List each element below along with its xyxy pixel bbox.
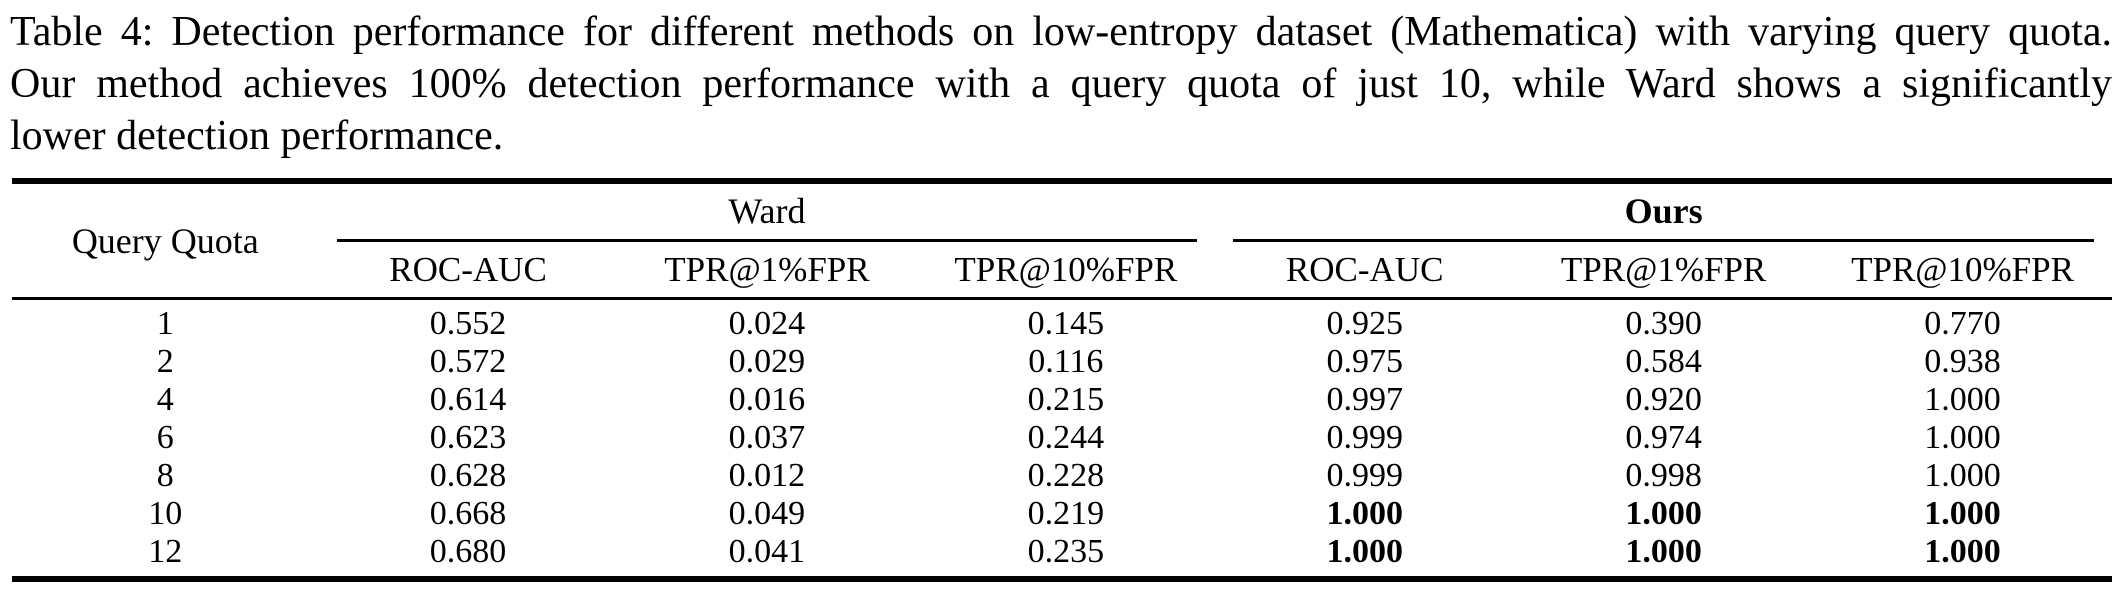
value-cell: 1.000 <box>1625 495 1702 532</box>
value-cell: 0.037 <box>728 419 806 456</box>
ours-group-rule-cell <box>1215 238 2112 242</box>
value-cell: 0.016 <box>728 381 806 418</box>
value-cell: 0.390 <box>1625 305 1702 342</box>
value-cell: 0.012 <box>728 457 806 494</box>
table-row: 4 0.614 0.016 0.215 0.997 0.920 1.000 <box>12 381 2112 419</box>
value-cell: 0.999 <box>1326 457 1403 494</box>
table-row: 12 0.680 0.041 0.235 1.000 1.000 1.000 <box>12 533 2112 579</box>
caption-line: Our method achieves 100% detection perfo… <box>10 61 2112 107</box>
table-row: 1 0.552 0.024 0.145 0.925 0.390 0.770 <box>12 299 2112 344</box>
value-cell: 0.938 <box>1924 343 2001 380</box>
quota-cell: 8 <box>156 457 174 494</box>
value-cell: 0.116 <box>1028 343 1104 380</box>
value-cell: 0.029 <box>728 343 806 380</box>
value-cell: 0.584 <box>1625 343 1702 380</box>
value-cell: 0.999 <box>1326 419 1403 456</box>
value-cell: 0.770 <box>1924 305 2001 342</box>
value-cell: 0.925 <box>1326 305 1403 342</box>
value-cell: 0.572 <box>429 343 507 380</box>
quota-cell: 12 <box>148 533 183 570</box>
quota-cell: 10 <box>148 495 183 532</box>
value-cell: 0.244 <box>1027 419 1105 456</box>
value-cell: 0.997 <box>1326 381 1403 418</box>
quota-cell: 4 <box>156 381 174 418</box>
value-cell: 0.219 <box>1027 495 1105 532</box>
table-row: 10 0.668 0.049 0.219 1.000 1.000 1.000 <box>12 495 2112 533</box>
value-cell: 1.000 <box>1326 533 1403 570</box>
value-cell: 0.228 <box>1027 457 1105 494</box>
caption-line: lower detection performance. <box>10 113 504 159</box>
value-cell: 1.000 <box>1924 495 2001 532</box>
col-header-ward-tpr10fpr: TPR@10%FPR <box>916 242 1216 300</box>
group-header-ours: Ours <box>1624 191 1703 231</box>
ward-group-rule-cell <box>319 238 1216 242</box>
col-header-ours-tpr10fpr: TPR@10%FPR <box>1813 242 2112 300</box>
col-header-ward-roc-auc: ROC-AUC <box>318 242 618 300</box>
quota-cell: 1 <box>156 305 174 342</box>
group-header-row: Query Quota Ward Ours <box>12 181 2112 300</box>
value-cell: 0.975 <box>1326 343 1403 380</box>
col-header-ward-tpr1fpr: TPR@1%FPR <box>617 242 917 300</box>
col-header-ours-tpr1fpr: TPR@1%FPR <box>1514 242 1814 300</box>
value-cell: 0.623 <box>429 419 507 456</box>
caption-line: Table 4: Detection performance for diffe… <box>10 9 2112 55</box>
table-body: 1 0.552 0.024 0.145 0.925 0.390 0.770 2 0.572 0.0… <box>12 299 2112 580</box>
value-cell: 0.998 <box>1625 457 1702 494</box>
table-row: 2 0.572 0.029 0.116 0.975 0.584 0.938 <box>12 343 2112 381</box>
value-cell: 1.000 <box>1924 457 2001 494</box>
value-cell: 0.024 <box>728 305 806 342</box>
results-table: Query Quota Ward Ours ROC-AUC TPR@1%FPR … <box>12 178 2112 582</box>
value-cell: 1.000 <box>1326 495 1403 532</box>
value-cell: 0.920 <box>1625 381 1702 418</box>
sub-header-row: ROC-AUC TPR@1%FPR TPR@10%FPR ROC-AUC TPR… <box>12 242 2112 300</box>
value-cell: 1.000 <box>1924 419 2001 456</box>
quota-cell: 6 <box>156 419 174 456</box>
value-cell: 0.552 <box>429 305 507 342</box>
value-cell: 1.000 <box>1625 533 1702 570</box>
table-row: 8 0.628 0.012 0.228 0.999 0.998 1.000 <box>12 457 2112 495</box>
group-rule-row <box>12 238 2112 242</box>
table-row: 6 0.623 0.037 0.244 0.999 0.974 1.000 <box>12 419 2112 457</box>
value-cell: 1.000 <box>1924 381 2001 418</box>
group-header-ward: Ward <box>728 191 806 231</box>
quota-cell: 2 <box>156 343 174 380</box>
ward-group-rule <box>336 238 1198 242</box>
col-header-query-quota: Query Quota <box>12 181 319 300</box>
table-header: Query Quota Ward Ours ROC-AUC TPR@1%FPR … <box>12 181 2112 300</box>
value-cell: 1.000 <box>1924 533 2001 570</box>
value-cell: 0.680 <box>429 533 507 570</box>
value-cell: 0.215 <box>1027 381 1105 418</box>
value-cell: 0.145 <box>1027 305 1105 342</box>
value-cell: 0.614 <box>429 381 507 418</box>
col-header-ours-roc-auc: ROC-AUC <box>1215 242 1515 300</box>
value-cell: 0.041 <box>728 533 806 570</box>
value-cell: 0.974 <box>1625 419 1702 456</box>
ours-group-rule <box>1233 238 2094 242</box>
value-cell: 0.049 <box>728 495 806 532</box>
value-cell: 0.668 <box>429 495 507 532</box>
value-cell: 0.235 <box>1027 533 1105 570</box>
table-caption: Table 4: Detection performance for diffe… <box>0 0 2123 162</box>
value-cell: 0.628 <box>429 457 507 494</box>
